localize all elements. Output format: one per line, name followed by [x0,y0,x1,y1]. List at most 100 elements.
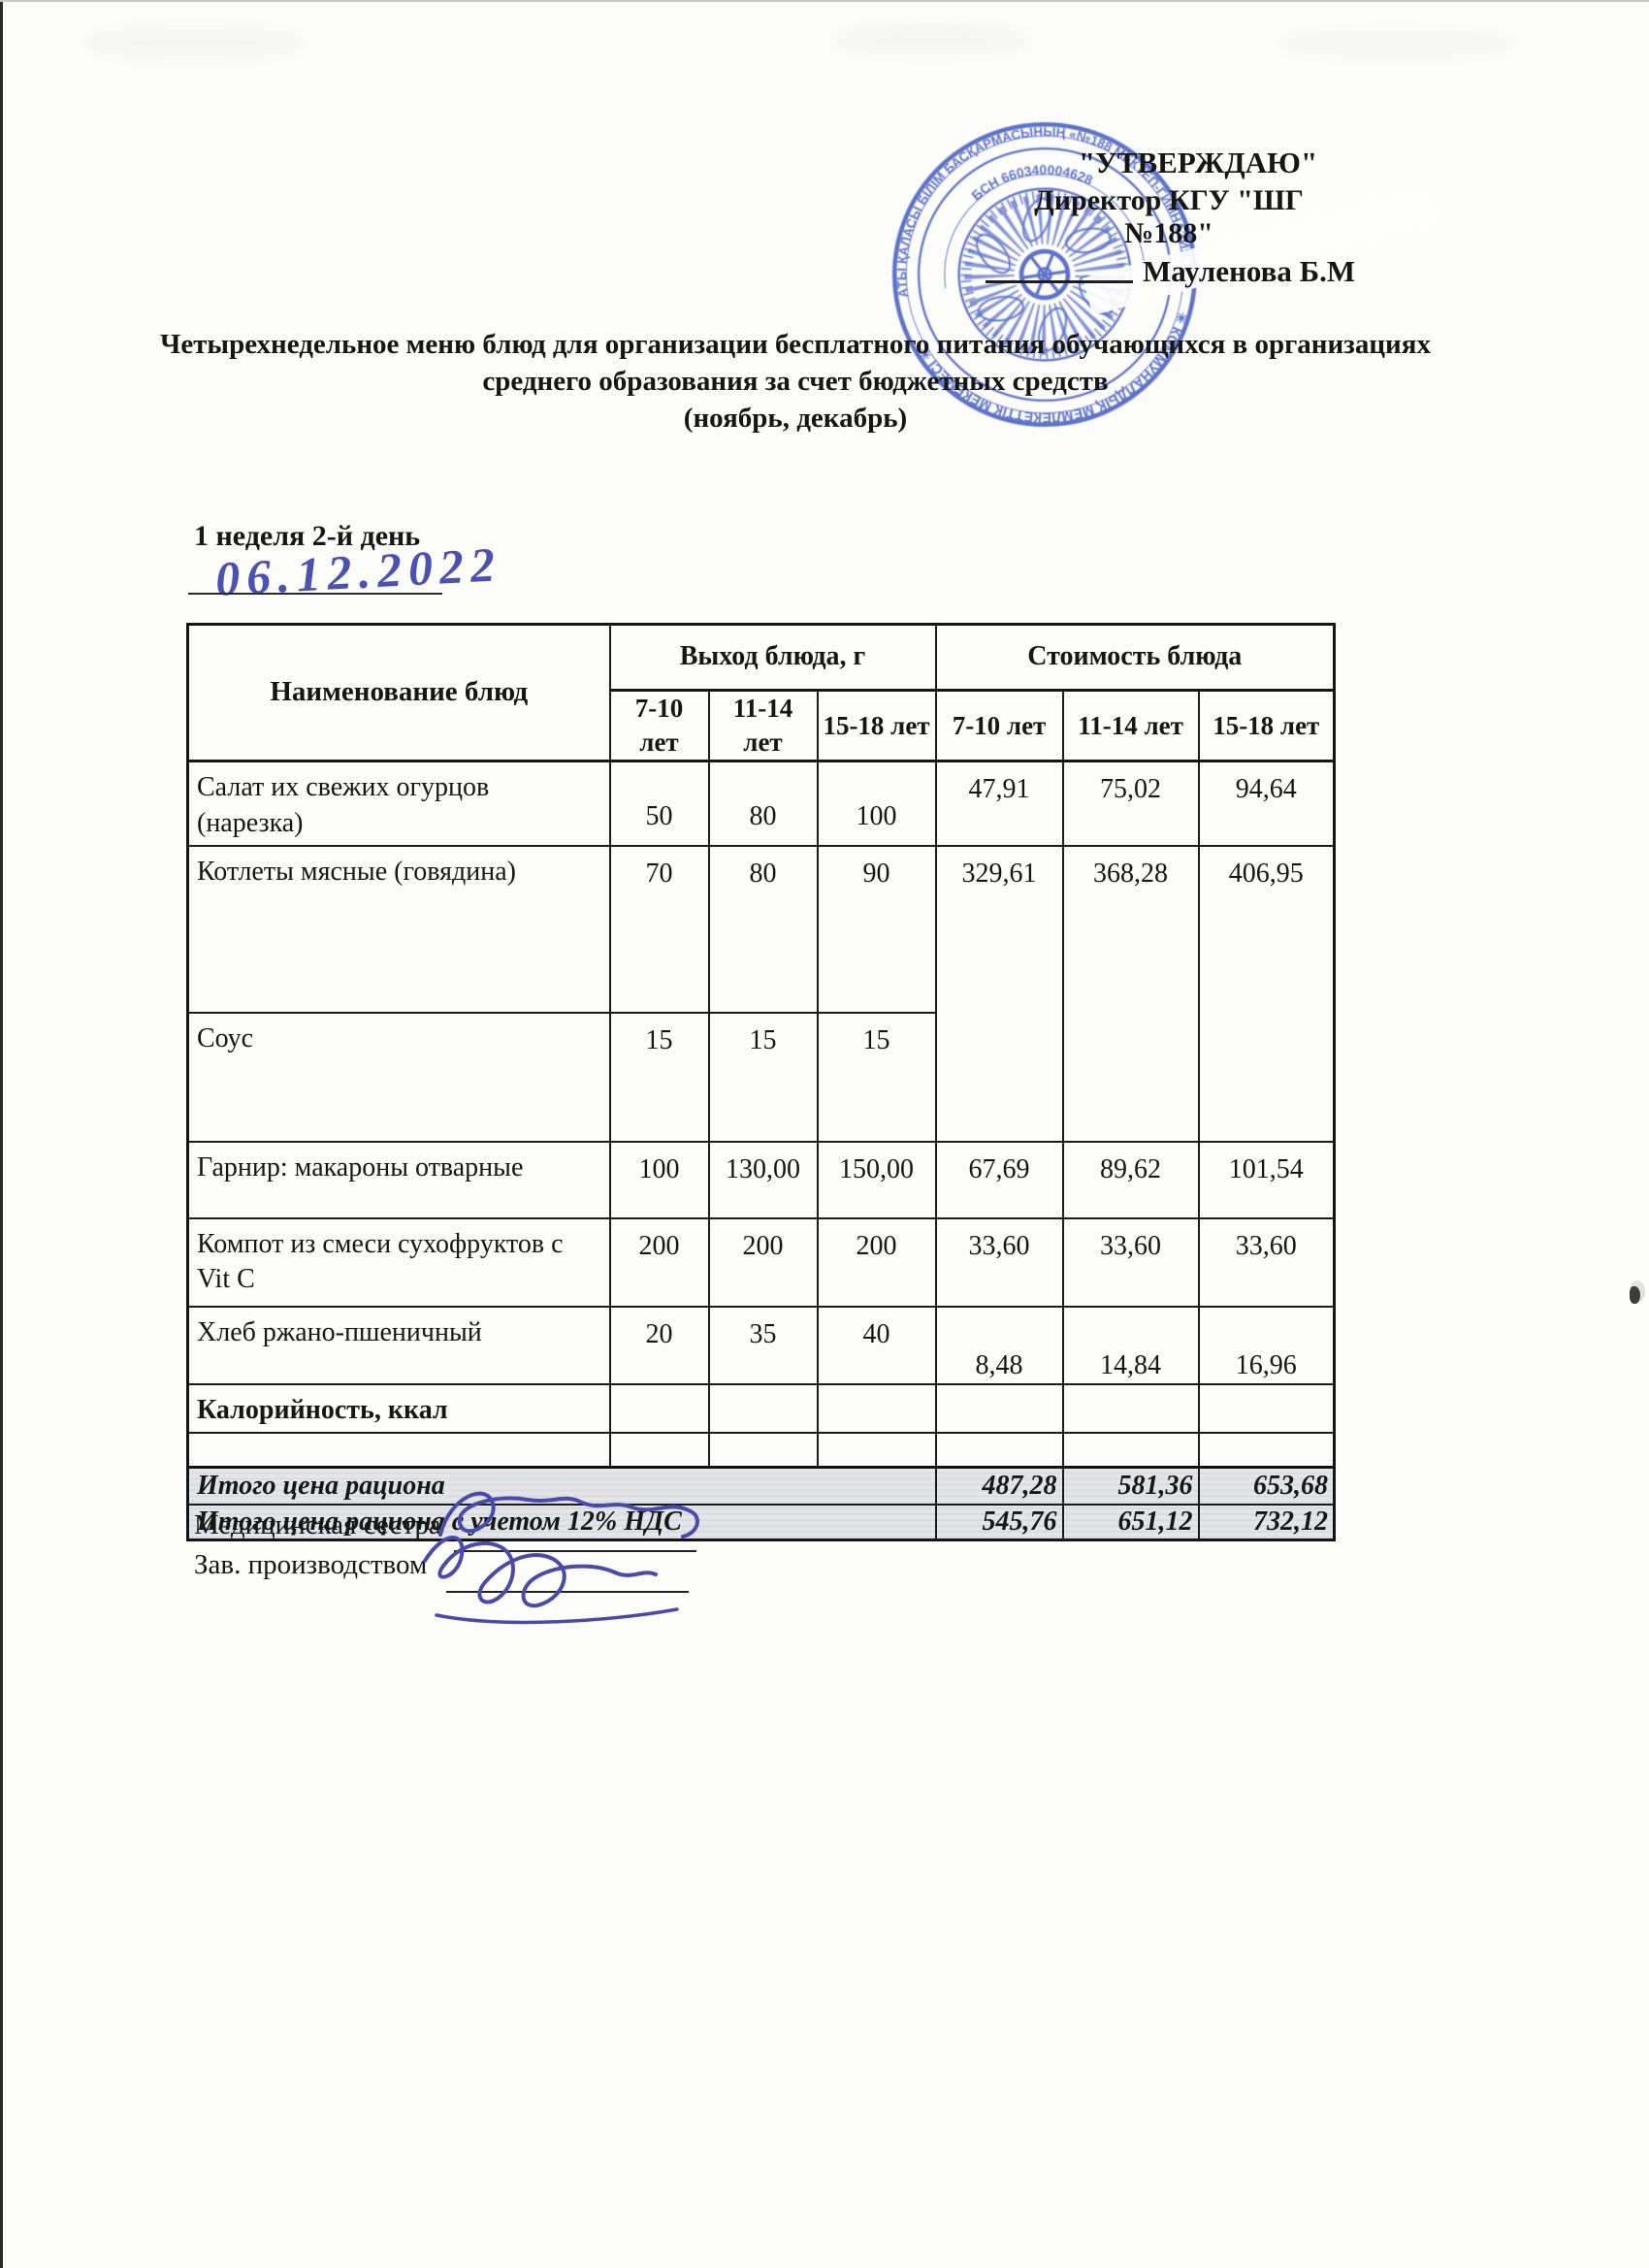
output-value-cell [816,1432,937,1469]
document-title: Четырехнедельное меню блюд для организац… [146,326,1445,437]
cost-age-header-15-18: 15-18 лет [1197,688,1336,762]
output-value-cell: 80 [707,844,819,1014]
cost-value-cell: 329,61 [934,844,1064,1143]
title-line-3: (ноябрь, декабрь) [683,403,908,434]
menu-table-row: Гарнир: макароны отварные 100 130,00 150,00… [186,1140,1336,1219]
output-value-cell: 200 [816,1216,937,1308]
cost-age-header-7-10: 7-10 лет [934,688,1064,762]
cost-value-cell [1197,1382,1336,1435]
output-value-cell: 90 [816,844,937,1014]
output-value-cell [707,1432,819,1469]
output-value-cell [608,1382,710,1435]
output-value-cell: 70 [608,844,710,1014]
total-label-cell: Итого цена рациона с учетом 12% НДС [186,1503,937,1541]
menu-table-row [186,1432,1336,1469]
output-value-cell: 200 [707,1216,819,1308]
output-value-cell [608,1432,710,1469]
scan-smudge [1280,29,1513,58]
output-value-cell: 15 [707,1011,819,1143]
dish-name-cell [186,1432,611,1469]
dish-name-cell: Соус [186,1011,611,1143]
output-value-cell: 130,00 [707,1140,819,1219]
cost-value-cell: 89,62 [1061,1140,1200,1219]
total-value-cell: 651,12 [1061,1503,1200,1541]
week-day-heading: 1 неделя 2-й день [194,520,421,552]
production-manager-label: Зав. производством [194,1549,428,1580]
cost-value-cell: 368,28 [1061,844,1200,1143]
cost-age-header-11-14: 11-14 лет [1061,688,1200,762]
output-value-cell: 100 [816,760,937,847]
cost-value-cell [934,1432,1064,1469]
director-name: Мауленова Б.М [1143,254,1356,288]
output-value-cell: 40 [816,1305,937,1385]
menu-table-container: Наименование блюд Выход блюда, г Стоимос… [186,623,1337,1541]
menu-table-row: Компот из смеси сухофруктов с Vit C 200 20… [186,1216,1336,1308]
cost-value-cell: 47,91 [934,760,1064,847]
dish-name-cell: Котлеты мясные (говядина) [186,844,611,1014]
cost-value-cell [1197,1432,1336,1469]
nurse-label: Медицинская сестра [194,1509,441,1540]
menu-table-header: Наименование блюд Выход блюда, г Стоимос… [186,623,1336,762]
output-value-cell: 100 [608,1140,710,1219]
output-value-cell: 15 [608,1011,710,1143]
cost-value-cell: 8,48 [934,1305,1064,1385]
total-with-vat-row: Итого цена рациона с учетом 12% НДС 545,7… [186,1503,1336,1541]
dish-name-cell: Салат их свежих огурцов (нарезка) [186,760,611,847]
dish-name-cell: Компот из смеси сухофруктов с Vit C [186,1216,611,1308]
cost-value-cell: 33,60 [934,1216,1064,1308]
cost-value-cell: 67,69 [934,1140,1064,1219]
menu-table-row: Хлеб ржано-пшеничный 20 35 40 8,48 14,84 16,96 [186,1305,1336,1385]
nurse-signature-line [454,1550,696,1552]
dish-name-cell: Хлеб ржано-пшеничный [186,1305,611,1385]
output-value-cell: 20 [608,1305,710,1385]
menu-table-row: Соус 15 15 15 [186,1011,1335,1143]
approve-label: "УТВЕРЖДАЮ" [1078,146,1318,179]
director-title: Директор КГУ "ШГ №188" [1034,184,1304,249]
total-value-cell: 487,28 [934,1465,1064,1506]
column-group-cost: Стоимость блюда [934,623,1336,692]
total-row: Итого цена рациона 487,28 581,36 653,68 [186,1465,1336,1506]
cost-value-cell [934,1382,1064,1435]
production-manager-signature-line [446,1591,689,1593]
nurse-handwritten-signature [438,1491,699,1539]
output-age-header-11-14: 11-14 лет [707,688,819,762]
cost-value-cell [1061,1432,1200,1469]
dish-name-cell: Калорийность, ккал [186,1382,611,1435]
cost-value-cell: 16,96 [1197,1305,1336,1385]
menu-table-row: Калорийность, ккал [186,1382,1336,1435]
menu-table-row: Салат их свежих огурцов (нарезка) 50 80 100… [186,760,1336,847]
dish-name-cell: Гарнир: макароны отварные [186,1140,611,1219]
total-value-cell: 581,36 [1061,1465,1200,1506]
total-value-cell: 653,68 [1197,1465,1336,1506]
title-line-2: среднего образования за счет бюджетных с… [482,366,1109,397]
total-value-cell: 732,12 [1197,1503,1336,1541]
output-value-cell: 200 [608,1216,710,1308]
output-value-cell: 35 [707,1305,819,1385]
menu-table-row: Котлеты мясные (говядина) 70 80 90 329,61 368… [186,844,1336,1143]
output-value-cell [707,1382,819,1435]
menu-table-body: Салат их свежих огурцов (нарезка) 50 80 100… [186,760,1336,1541]
cost-value-cell: 101,54 [1197,1140,1336,1219]
output-value-cell [816,1382,937,1435]
cost-value-cell [1061,1382,1200,1435]
menu-table: Наименование блюд Выход блюда, г Стоимос… [186,623,1337,1541]
cost-value-cell: 406,95 [1197,844,1336,1143]
scan-ink-speck [1630,1286,1640,1304]
total-value-cell: 545,76 [934,1503,1064,1541]
output-value-cell: 15 [816,1011,937,1143]
cost-value-cell: 33,60 [1061,1216,1200,1308]
scan-edge-artifact [0,0,1649,2]
director-signature-line [986,258,1133,283]
output-value-cell: 80 [707,760,819,847]
output-age-header-7-10: 7-10 лет [608,688,710,762]
column-group-output: Выход блюда, г [608,623,937,692]
cost-value-cell: 14,84 [1061,1305,1200,1385]
scan-edge-artifact [0,0,3,2268]
output-age-header-15-18: 15-18 лет [816,688,937,762]
cost-value-cell: 94,64 [1197,760,1336,847]
date-underline [188,593,442,595]
title-line-1: Четырехнедельное меню блюд для организац… [160,329,1431,360]
production-manager-handwritten-signature [423,1536,679,1625]
cost-value-cell: 33,60 [1197,1216,1336,1308]
